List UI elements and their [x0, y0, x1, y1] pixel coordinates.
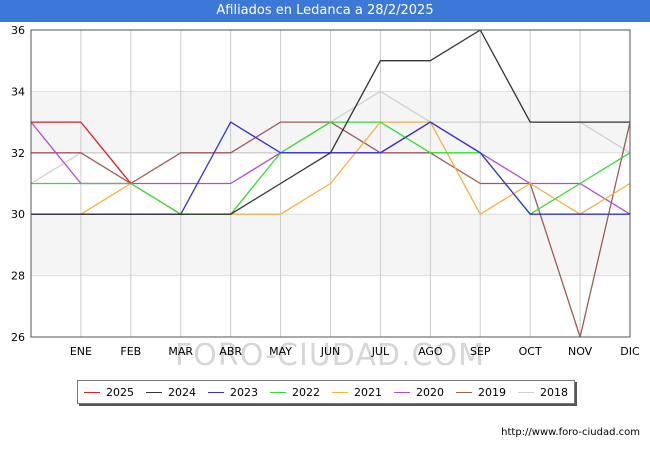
- x-tick-label: OCT: [519, 345, 542, 358]
- x-tick-label: FEB: [120, 345, 141, 358]
- legend-swatch: [394, 391, 410, 393]
- legend-label: 2022: [292, 385, 320, 399]
- x-tick-label: SEP: [470, 345, 491, 358]
- plot-frame: [30, 29, 631, 338]
- legend-label: 2020: [416, 385, 444, 399]
- legend-item-2018: 2018: [518, 386, 568, 399]
- y-tick-label: 28: [11, 270, 25, 283]
- y-tick-label: 34: [11, 85, 25, 98]
- chart-title: Afiliados en Ledanca a 28/2/2025: [0, 0, 650, 22]
- series-lines: [30, 29, 631, 338]
- legend-label: 2023: [230, 385, 258, 399]
- legend-item-2023: 2023: [208, 386, 258, 399]
- x-tick-label: NOV: [568, 345, 593, 358]
- x-tick-label: DIC: [620, 345, 640, 358]
- x-tick-label: AGO: [418, 345, 443, 358]
- legend-label: 2019: [478, 385, 506, 399]
- legend-swatch: [84, 391, 100, 393]
- x-tick-label: JUL: [371, 345, 390, 358]
- legend-item-2024: 2024: [146, 386, 196, 399]
- y-tick-label: 36: [11, 24, 25, 37]
- x-tick-label: MAR: [168, 345, 193, 358]
- y-tick-label: 26: [11, 331, 25, 344]
- legend-swatch: [456, 391, 472, 393]
- axes: [30, 29, 631, 338]
- legend-item-2025: 2025: [84, 386, 134, 399]
- x-tick-label: JUN: [320, 345, 341, 358]
- series-line-2025: [31, 121, 132, 184]
- legend-swatch: [518, 391, 534, 393]
- source-link[interactable]: http://www.foro-ciudad.com: [501, 427, 640, 438]
- legend-label: 2018: [540, 385, 568, 399]
- x-tick-labels: ENE FEB MAR ABR MAY JUN JUL AGO SEP OCT NOV DIC: [70, 345, 640, 358]
- watermark: FORO-CIUDAD.COM: [175, 338, 485, 373]
- y-tick-labels: 26 28 30 32 34 36: [11, 24, 25, 344]
- legend-swatch: [208, 391, 224, 393]
- y-tick-label: 30: [11, 208, 25, 221]
- legend-item-2022: 2022: [270, 386, 320, 399]
- x-tick-label: ABR: [219, 345, 242, 358]
- series-line-2024: [31, 29, 630, 215]
- legend-label: 2024: [168, 385, 196, 399]
- legend-swatch: [332, 391, 348, 393]
- x-tick-label: ENE: [70, 345, 92, 358]
- y-tick-label: 32: [11, 147, 25, 160]
- legend-item-2019: 2019: [456, 386, 506, 399]
- legend-label: 2025: [106, 385, 134, 399]
- legend: 2025 2024 2023 2022 2021 2020 2019 2018: [77, 380, 575, 404]
- legend-item-2021: 2021: [332, 386, 382, 399]
- legend-swatch: [146, 391, 162, 393]
- legend-item-2020: 2020: [394, 386, 444, 399]
- legend-label: 2021: [354, 385, 382, 399]
- legend-swatch: [270, 391, 286, 393]
- x-tick-label: MAY: [269, 345, 292, 358]
